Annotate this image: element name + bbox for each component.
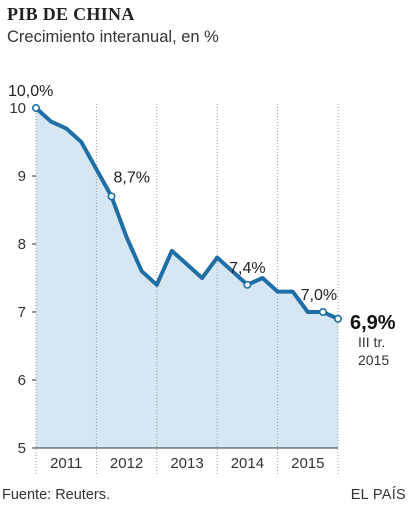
- source-note: Fuente: Reuters.: [2, 487, 110, 503]
- y-tick-label: 5: [18, 440, 26, 457]
- last-value-period: III tr.: [358, 334, 385, 350]
- x-tick-label: 2013: [170, 455, 203, 472]
- x-tick-label: 2012: [110, 455, 143, 472]
- data-label: 7,4%: [229, 260, 265, 277]
- chart-title: PIB DE CHINA: [7, 4, 135, 24]
- chart-subtitle: Crecimiento interanual, en %: [7, 28, 219, 46]
- data-label: 8,7%: [114, 169, 150, 186]
- last-value-year: 2015: [358, 352, 389, 368]
- x-tick-label: 2011: [50, 455, 82, 472]
- series-line: [34, 106, 340, 321]
- y-tick-label: 9: [18, 168, 26, 185]
- data-point-marker: [333, 314, 342, 323]
- x-tick-label: 2014: [231, 455, 264, 472]
- brand-logo: EL PAÍS: [350, 487, 406, 503]
- area-fill: [36, 108, 338, 448]
- y-tick-label: 6: [18, 372, 26, 389]
- data-label: 7,0%: [301, 287, 337, 304]
- data-point-marker: [318, 307, 327, 316]
- data-point-marker: [31, 104, 40, 113]
- y-tick-label: 10: [9, 100, 26, 117]
- data-point-marker: [243, 280, 252, 289]
- y-tick-label: 8: [18, 236, 26, 253]
- data-label: 10,0%: [8, 83, 53, 100]
- x-tick-label: 2015: [291, 455, 324, 472]
- y-tick-label: 7: [18, 304, 26, 321]
- last-value-label: 6,9%: [350, 312, 396, 334]
- data-point-marker: [107, 192, 116, 201]
